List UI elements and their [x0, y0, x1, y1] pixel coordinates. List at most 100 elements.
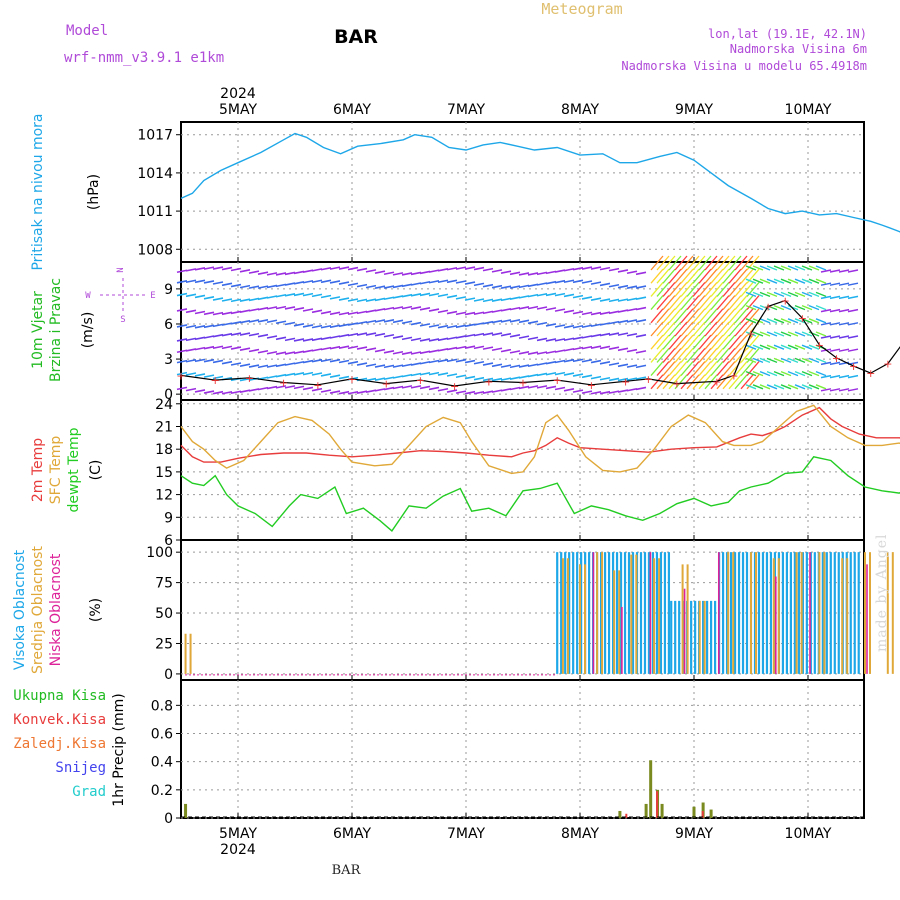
y-tick-label: 12	[155, 488, 173, 504]
gust-marker: +	[450, 380, 459, 393]
wind-barb	[329, 324, 341, 329]
wind-barb	[563, 267, 575, 272]
wind-barb	[212, 375, 224, 380]
wind-barb	[716, 374, 730, 390]
wind-barb	[599, 361, 611, 365]
wind-barb	[284, 362, 296, 366]
wind-barb	[284, 293, 296, 297]
wind-barb	[635, 376, 647, 380]
compass-south: S	[120, 315, 125, 325]
wind-barb	[383, 386, 395, 391]
wind-barb	[464, 345, 476, 349]
wind-barb	[635, 350, 647, 354]
wind-barb	[239, 363, 251, 368]
wind-barb	[728, 281, 742, 297]
wind-barb	[686, 295, 700, 311]
wind-barb	[801, 384, 813, 390]
wind-barb	[794, 278, 806, 284]
elevation-text: Nadmorska Visina 6m	[730, 42, 867, 56]
wind-barb	[554, 349, 566, 353]
wind-barb	[722, 334, 736, 350]
y-tick-label: 25	[155, 636, 173, 652]
wind-barb	[518, 385, 530, 390]
wind-barb	[745, 291, 757, 298]
wind-barb	[446, 294, 458, 299]
wind-barb	[808, 265, 820, 271]
wind-barb	[674, 281, 688, 297]
wind-barb	[581, 311, 593, 316]
wind-barb	[752, 331, 764, 337]
wind-barb	[266, 375, 278, 379]
wind-barb	[473, 282, 485, 287]
wind-barb	[794, 304, 806, 311]
gust-marker: +	[279, 376, 288, 389]
wind-barb	[599, 332, 611, 337]
wind-barb	[446, 266, 458, 271]
top-day-label: 7MAY	[447, 102, 485, 118]
wind-barb	[656, 334, 670, 350]
wind-barb	[293, 360, 305, 365]
wind-barb	[248, 348, 260, 353]
y-tick-label: 6	[164, 533, 173, 549]
gust-marker: +	[211, 374, 220, 387]
wind-barb	[482, 377, 494, 382]
wind-barb	[446, 358, 458, 363]
wind-barb	[808, 304, 820, 311]
wind-barb	[266, 385, 278, 390]
wind-barb	[838, 295, 850, 300]
wind-barb	[599, 311, 611, 315]
precip-legend-item: Zaledj.Kisa	[13, 736, 106, 752]
wind-barb	[338, 266, 350, 270]
wind-barb	[230, 346, 242, 350]
wind-barb	[284, 372, 296, 377]
wind-barb	[734, 295, 748, 311]
temperature-side-label: dewpt Temp	[66, 427, 82, 512]
wind-barb	[311, 372, 323, 376]
wind-barb	[773, 344, 785, 350]
wind-barb	[284, 321, 296, 326]
wind-barb	[212, 297, 224, 301]
wind-barb	[829, 388, 841, 392]
wind-barb	[419, 270, 431, 275]
wind-barb	[329, 345, 341, 350]
wind-barb	[419, 338, 431, 342]
wind-barb	[716, 347, 730, 363]
wind-barb	[473, 390, 485, 395]
wind-barb	[745, 370, 757, 377]
wind-barb	[266, 295, 278, 299]
gust-marker: +	[621, 375, 630, 388]
wind-barb	[374, 388, 386, 392]
wind-barb	[527, 351, 539, 355]
wind-barb	[473, 376, 485, 381]
y-tick-label: 50	[155, 606, 173, 622]
wind-barb	[698, 347, 712, 363]
wind-barb	[464, 333, 476, 338]
wind-barb	[838, 388, 850, 392]
wind-barb	[248, 285, 260, 289]
wind-barb	[787, 331, 799, 337]
wind-barb	[185, 358, 197, 363]
wind-barb	[820, 269, 832, 273]
wind-barb	[410, 282, 422, 286]
wind-barb	[356, 298, 368, 303]
wind-barb	[716, 255, 730, 271]
wind-side-label-2: Brzina i Pravac	[48, 278, 64, 382]
panel-precip: 0 0.2 0.4 0.6 0.8	[151, 679, 865, 827]
bottom-year-label: 2024	[220, 842, 256, 858]
wind-barb	[780, 278, 792, 284]
wind-barb	[617, 319, 629, 324]
wind-barb	[563, 293, 575, 298]
wind-barb	[773, 331, 785, 337]
gust-marker: +	[866, 367, 875, 380]
wind-barb	[599, 345, 611, 350]
wind-barb	[847, 388, 859, 392]
wind-barb	[563, 358, 575, 363]
precip-unit-label: 1hr Precip (mm)	[111, 693, 127, 806]
wind-barb	[590, 375, 602, 380]
wind-barb	[320, 336, 332, 341]
wind-barb	[410, 351, 422, 355]
wind-barb	[248, 319, 260, 323]
wind-barb	[491, 298, 503, 302]
wind-barb	[820, 361, 832, 366]
gust-marker: +	[587, 379, 596, 392]
